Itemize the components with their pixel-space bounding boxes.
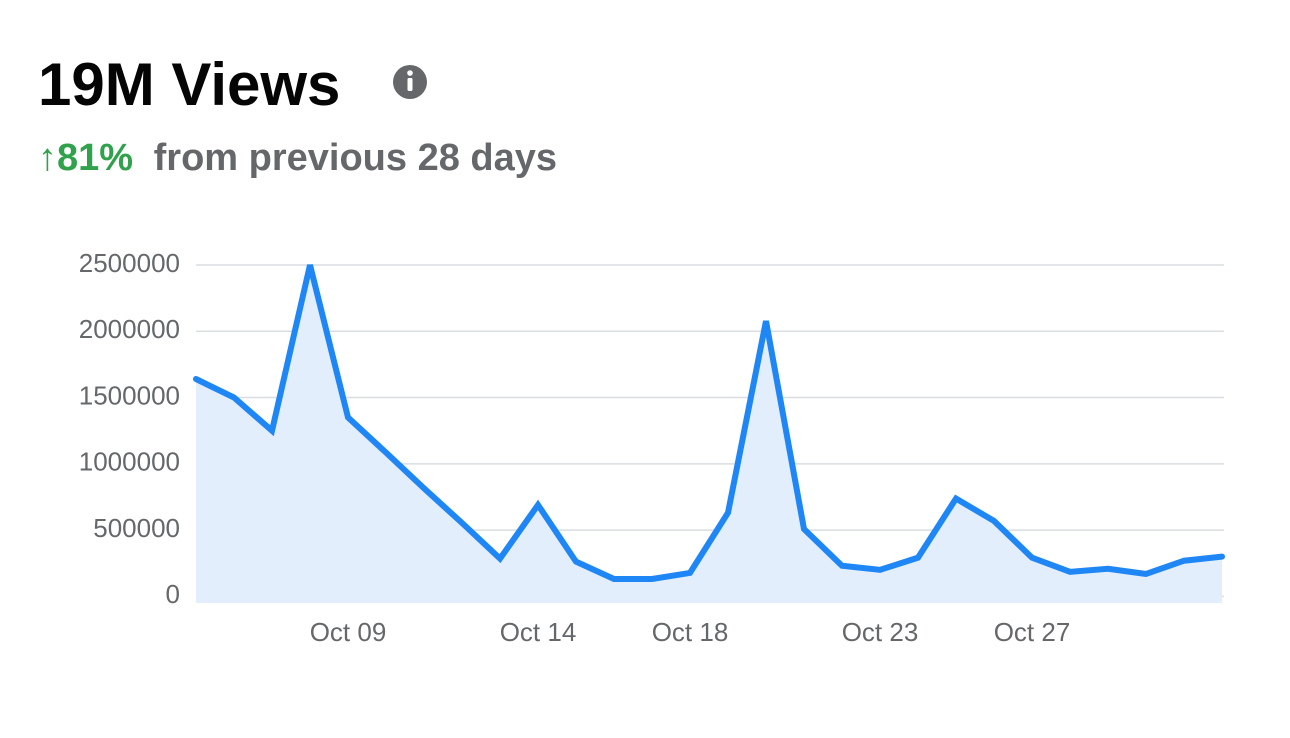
- change-summary: ↑81% from previous 28 days: [38, 137, 557, 179]
- comparison-text: from previous 28 days: [154, 137, 557, 179]
- views-title: 19M Views: [38, 51, 340, 118]
- y-tick-label: 1500000: [79, 380, 180, 410]
- x-tick-label: Oct 14: [500, 617, 577, 647]
- y-tick-label: 0: [166, 579, 180, 609]
- x-tick-label: Oct 23: [842, 617, 919, 647]
- info-icon[interactable]: [393, 65, 427, 99]
- x-tick-label: Oct 09: [310, 617, 387, 647]
- y-tick-label: 500000: [93, 513, 180, 543]
- x-tick-label: Oct 27: [994, 617, 1071, 647]
- y-tick-label: 1000000: [79, 447, 180, 477]
- views-line: [193, 264, 1225, 583]
- y-tick-label: 2500000: [79, 248, 180, 278]
- area-fill: [196, 265, 1222, 603]
- change-percent: ↑81%: [38, 137, 133, 179]
- x-tick-label: Oct 18: [652, 617, 729, 647]
- y-tick-label: 2000000: [79, 314, 180, 344]
